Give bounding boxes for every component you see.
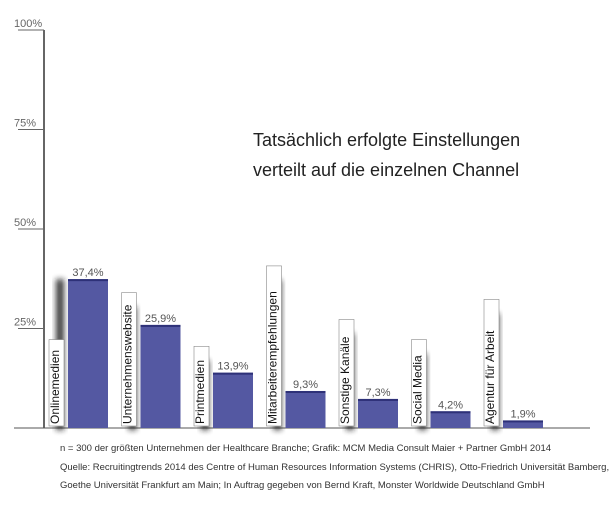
value-label: 4,2% — [438, 399, 463, 411]
chart-title: Tatsächlich erfolgte Einstellungen verte… — [253, 130, 520, 180]
bar — [430, 411, 471, 428]
value-labels: 37,4% 25,9% 13,9% 9,3% 7,3% 4,2% 1,9% — [72, 267, 535, 420]
category-label-box — [121, 292, 137, 427]
category-label: Mitarbeiterempfehlungen — [266, 291, 280, 424]
y-tick-label: 100% — [14, 18, 42, 30]
category-label-box — [193, 345, 210, 427]
chart-title-line-2: verteilt auf die einzelnen Channel — [253, 160, 519, 180]
category-label-box — [266, 265, 282, 427]
category-label-box — [48, 339, 65, 427]
sample-note: n = 300 der größten Unternehmen der Heal… — [60, 443, 551, 454]
chart-title-line-1: Tatsächlich erfolgte Einstellungen — [253, 130, 520, 150]
value-label: 37,4% — [72, 267, 103, 279]
bar — [213, 372, 253, 428]
category-labels: Onlinemedien Unternehmenswebsite Printmedi… — [48, 265, 500, 427]
bar-top-edge — [213, 372, 253, 375]
bar — [140, 324, 181, 428]
value-label: 7,3% — [365, 387, 390, 399]
category-label: Sonstige Kanäle — [338, 336, 352, 424]
bar-top-edge — [68, 279, 108, 282]
category-label-box — [338, 319, 355, 427]
source-note-line-2: Goethe Universität Frankfurt am Main; In… — [60, 480, 545, 491]
bar — [285, 390, 326, 428]
value-label: 1,9% — [510, 408, 535, 420]
y-tick-label: 50% — [14, 217, 36, 229]
y-axis-ticks: 25% 50% 75% 100% — [14, 18, 44, 329]
y-tick-label: 75% — [14, 118, 36, 130]
bar-top-edge — [503, 420, 543, 423]
category-label-box — [483, 299, 500, 427]
bars — [68, 279, 543, 428]
source-note-line-1: Quelle: Recruitingtrends 2014 des Centre… — [60, 462, 609, 473]
bar — [358, 398, 398, 428]
value-label: 13,9% — [217, 361, 248, 373]
category-label: Unternehmenswebsite — [121, 304, 135, 424]
bar — [68, 279, 108, 428]
bar-top-edge — [358, 398, 398, 401]
value-label: 25,9% — [145, 313, 176, 325]
bar-top-edge — [140, 324, 181, 327]
bar-top-edge — [430, 411, 471, 414]
value-label: 9,3% — [293, 379, 318, 391]
bar — [503, 420, 543, 428]
category-label-box — [411, 339, 427, 427]
category-label: Social Media — [411, 355, 425, 424]
bar-top-edge — [285, 390, 326, 393]
category-label: Onlinemedien — [48, 350, 62, 424]
category-label: Agentur für Arbeit — [483, 330, 497, 424]
category-label: Printmedien — [193, 360, 207, 424]
y-tick-label: 25% — [14, 317, 36, 329]
